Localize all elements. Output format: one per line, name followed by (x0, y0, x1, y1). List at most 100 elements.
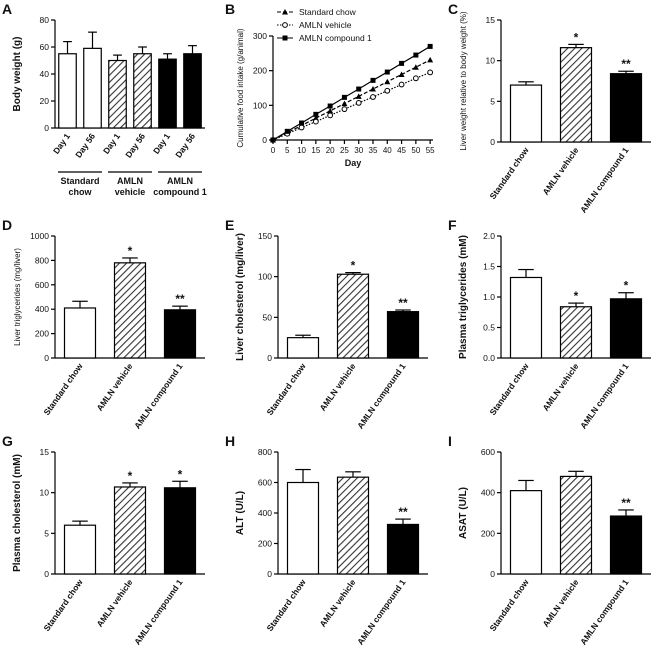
y-tick-label: 200 (253, 66, 267, 76)
data-point (284, 128, 290, 134)
y-axis-label: Body weight (g) (12, 37, 23, 112)
bar (108, 59, 127, 129)
y-tick-label: 15 (40, 447, 50, 457)
bar (386, 311, 420, 359)
bar (609, 73, 643, 143)
significance-label: * (128, 244, 133, 258)
x-tick-label: AMLN compound 1 (578, 361, 631, 430)
y-tick-label: 5 (490, 96, 495, 106)
significance-label: ** (175, 292, 185, 306)
data-point (341, 94, 347, 100)
x-tick-label: 55 (426, 146, 435, 155)
significance-label: * (624, 279, 629, 293)
x-tick-label: Day 1 (51, 131, 72, 156)
y-tick-label: 5 (44, 528, 49, 538)
x-tick-label: Day 56 (73, 131, 97, 159)
y-tick-label: 10 (40, 488, 50, 498)
y-tick-label: 0 (267, 569, 272, 579)
y-tick-label: 800 (35, 255, 49, 265)
x-tick-label: AMLN vehicle (317, 361, 357, 413)
bar (559, 306, 593, 359)
significance-label: * (574, 30, 579, 44)
y-tick-label: 200 (35, 329, 49, 339)
x-tick-label: 50 (411, 146, 420, 155)
x-tick-label: 30 (354, 146, 363, 155)
significance-label: ** (621, 57, 631, 71)
legend-marker (282, 35, 288, 41)
significance-label: ** (621, 496, 631, 510)
group-label: AMLN vehicle (114, 176, 146, 197)
panel-label: G (2, 433, 13, 449)
y-tick-label: 60 (40, 42, 50, 52)
panel-label: F (448, 217, 457, 233)
y-axis-label: Cumulative food intake (g/animal) (236, 28, 245, 148)
bar (286, 337, 320, 359)
x-tick-label: Day 56 (173, 131, 197, 159)
y-tick-label: 800 (258, 447, 272, 457)
significance-label: ** (398, 296, 408, 310)
y-tick-label: 0 (490, 137, 495, 147)
series-line (272, 59, 431, 141)
bar (113, 486, 147, 575)
data-point (370, 77, 376, 83)
x-tick-label: AMLN vehicle (540, 577, 580, 629)
bar (163, 487, 197, 575)
data-point (412, 64, 419, 70)
data-point (327, 112, 334, 119)
data-point (298, 124, 305, 131)
legend-marker (282, 9, 288, 15)
bar (286, 481, 320, 575)
data-point (299, 120, 305, 126)
x-tick-label: 45 (397, 146, 406, 155)
x-tick-label: AMLN vehicle (540, 145, 580, 197)
x-tick-label: Standard chow (264, 577, 307, 633)
data-point (427, 69, 434, 76)
bar (63, 524, 97, 575)
x-axis-label: Day (345, 158, 362, 168)
y-axis-label: ASAT (U/L) (458, 487, 469, 539)
x-tick-label: 35 (369, 146, 378, 155)
panel-label: E (225, 217, 234, 233)
data-point (327, 107, 334, 114)
legend-label: AMLN vehicle (299, 20, 352, 30)
significance-label: * (128, 469, 133, 483)
bar (336, 476, 370, 575)
bar (509, 276, 543, 359)
x-tick-label: Standard chow (264, 361, 307, 417)
y-axis-label: ALT (U/L) (235, 491, 246, 535)
significance-label: * (351, 259, 356, 273)
bar (158, 58, 177, 129)
x-tick-label: 15 (311, 146, 320, 155)
bar (183, 53, 202, 129)
y-tick-label: 0 (44, 353, 49, 363)
y-axis-label: Liver triglycerides (mg/liver) (13, 248, 22, 346)
y-tick-label: 0 (262, 135, 267, 145)
data-point (427, 56, 434, 63)
y-tick-label: 400 (481, 488, 495, 498)
x-tick-label: AMLN compound 1 (132, 577, 185, 646)
y-axis-label: Liver weight relative to body weight (%) (459, 11, 468, 151)
bar (336, 273, 370, 359)
y-tick-label: 100 (253, 100, 267, 110)
legend-label: Standard chow (299, 7, 357, 17)
x-tick-label: Day 1 (151, 131, 172, 156)
y-tick-label: 1.5 (483, 262, 495, 272)
data-point (384, 69, 390, 75)
y-axis-label: Liver cholesterol (mg/liver) (235, 233, 246, 361)
group-label-box: AMLN vehicle (114, 176, 146, 197)
bar (509, 490, 543, 575)
legend-marker (282, 22, 288, 28)
y-tick-label: 600 (35, 280, 49, 290)
series-line (272, 45, 431, 141)
bar (63, 307, 97, 359)
x-tick-label: Day 56 (123, 131, 147, 159)
x-tick-label: 10 (297, 146, 306, 155)
y-tick-label: 2.0 (483, 231, 495, 241)
data-point (399, 60, 405, 66)
significance-label: * (574, 289, 579, 303)
y-tick-label: 400 (258, 508, 272, 518)
data-point (398, 71, 405, 77)
y-tick-label: 10 (486, 56, 496, 66)
bar (83, 47, 102, 129)
bar (386, 523, 420, 575)
